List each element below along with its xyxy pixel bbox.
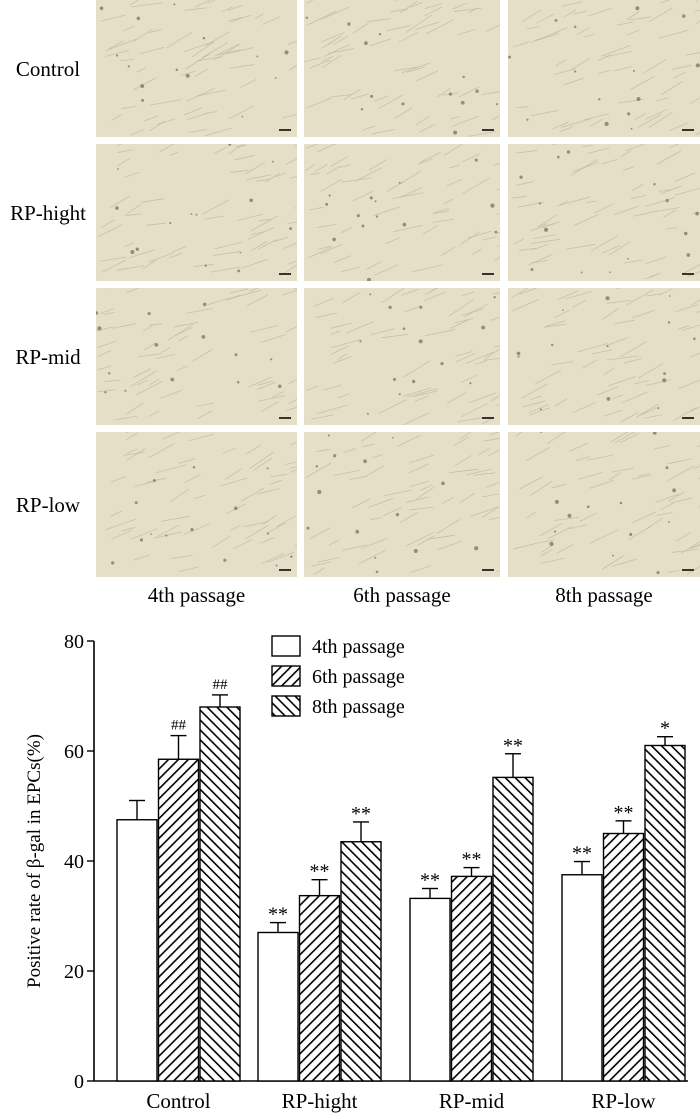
x-tick-label: RP-hight: [282, 1089, 358, 1113]
significance-label: *: [660, 718, 670, 740]
bar: [492, 776, 534, 1082]
y-tick-label: 0: [74, 1071, 84, 1093]
bar: [298, 894, 341, 1082]
bar: [340, 841, 382, 1082]
x-tick-label: RP-low: [591, 1089, 656, 1113]
x-tick-label: RP-mid: [439, 1089, 505, 1113]
bar: [257, 931, 299, 1082]
micrograph-panel: [304, 144, 500, 281]
legend-swatch: [271, 665, 301, 687]
column-label: 8th passage: [555, 583, 653, 607]
significance-label: **: [614, 802, 634, 824]
y-tick-label: 20: [64, 961, 84, 983]
bar: [602, 832, 645, 1082]
bar: [199, 706, 241, 1082]
micrograph-panel: [96, 432, 297, 577]
micrograph-panel: [304, 288, 500, 425]
y-tick-label: 80: [64, 631, 84, 653]
legend-swatch: [271, 635, 301, 657]
significance-label: **: [351, 803, 371, 825]
micrograph-grid: Control RP-hight RP-mid RP-low 4th passage 6t…: [10, 0, 700, 607]
significance-label: ##: [213, 677, 229, 693]
significance-label: **: [503, 735, 523, 757]
column-label: 6th passage: [353, 583, 451, 607]
micrograph-panel: [508, 144, 700, 281]
row-label-rp-low: RP-low: [15, 492, 81, 517]
column-label: 4th passage: [147, 583, 246, 607]
bar: [409, 897, 451, 1082]
micrograph-panel: [304, 0, 500, 137]
micrograph-panel: [304, 432, 500, 577]
y-axis-label: Positive rate of β-gal in EPCs(%): [24, 734, 45, 988]
row-label-rp-hight: RP-hight: [10, 200, 86, 225]
legend-swatch: [271, 695, 301, 717]
legend-label: 4th passage: [312, 636, 405, 658]
bar: [157, 758, 200, 1082]
micrograph-panel: [508, 0, 700, 137]
legend-label: 8th passage: [312, 696, 405, 718]
micrograph-panel: [96, 288, 297, 425]
significance-label: ##: [171, 718, 187, 734]
bar-chart: Positive rate of β-gal in EPCs(%) 0 20 40 6…: [24, 631, 688, 1113]
micrograph-panel: [96, 0, 297, 137]
micrograph-panel: [508, 432, 700, 577]
y-tick-label: 40: [64, 851, 84, 873]
significance-label: **: [462, 849, 482, 871]
row-label-rp-mid: RP-mid: [15, 344, 81, 369]
legend-label: 6th passage: [312, 666, 405, 688]
bar: [450, 875, 493, 1082]
bar: [644, 744, 686, 1082]
significance-label: **: [572, 843, 592, 865]
y-tick-label: 60: [64, 741, 84, 763]
significance-label: **: [268, 904, 288, 926]
bar: [116, 819, 158, 1082]
micrograph-panel: [508, 288, 700, 425]
bar: [561, 874, 603, 1082]
x-tick-label: Control: [146, 1089, 210, 1113]
significance-label: **: [310, 861, 330, 883]
micrograph-panel: [96, 144, 297, 281]
significance-label: **: [420, 870, 440, 892]
row-label-control: Control: [15, 56, 81, 81]
